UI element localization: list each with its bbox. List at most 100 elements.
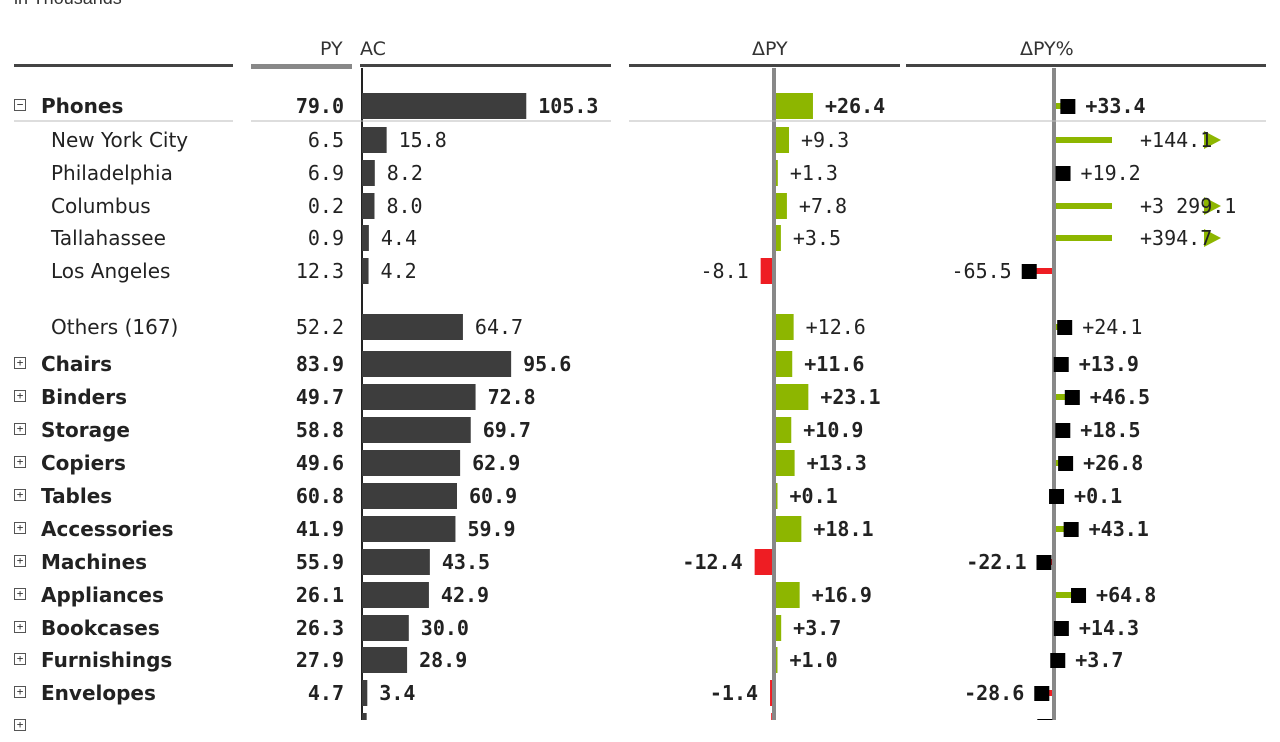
py-value: 58.8 <box>296 418 344 442</box>
py-value: 4.7 <box>308 681 344 705</box>
table-row: + <box>0 710 1280 742</box>
delta-py-percent-value: +0.1 <box>1074 484 1122 508</box>
row-label: Others (167) <box>51 315 178 339</box>
delta-py-percent-value: +64.8 <box>1096 583 1156 607</box>
delta-py-percent-value: -22.1 <box>966 550 1026 574</box>
row-label: Tallahassee <box>51 226 166 250</box>
py-value: 0.2 <box>308 194 344 218</box>
ac-value: 59.9 <box>467 517 515 541</box>
ac-value: 64.7 <box>475 315 523 339</box>
delta-py-value: +11.6 <box>804 352 864 376</box>
table-row: + Machines 55.9 43.5 -12.4 -22.1 <box>0 546 1280 578</box>
expand-icon[interactable]: + <box>14 423 26 435</box>
delta-py-value: +23.1 <box>820 385 880 409</box>
delta-py-value: -8.1 <box>701 259 749 283</box>
ac-value: 43.5 <box>442 550 490 574</box>
expand-icon[interactable]: + <box>14 456 26 468</box>
ac-value: 42.9 <box>441 583 489 607</box>
row-label: Appliances <box>41 583 164 607</box>
ac-value: 30.0 <box>421 616 469 640</box>
delta-py-value: +10.9 <box>803 418 863 442</box>
expand-icon[interactable]: + <box>14 357 26 369</box>
expand-icon[interactable]: + <box>14 686 26 698</box>
ac-value: 15.8 <box>399 128 447 152</box>
delta-py-value: +1.3 <box>790 161 838 185</box>
ac-value: 62.9 <box>472 451 520 475</box>
row-label: Chairs <box>41 352 112 376</box>
delta-py-value: +16.9 <box>812 583 872 607</box>
expand-icon[interactable]: + <box>14 719 26 731</box>
ac-value: 105.3 <box>538 94 598 118</box>
row-label: Machines <box>41 550 147 574</box>
expand-icon[interactable]: + <box>14 621 26 633</box>
delta-py-percent-value: +33.4 <box>1085 94 1145 118</box>
delta-py-value: +13.3 <box>807 451 867 475</box>
expand-icon[interactable]: + <box>14 390 26 402</box>
py-value: 49.6 <box>296 451 344 475</box>
row-label: Philadelphia <box>51 161 173 185</box>
ac-value: 4.4 <box>381 226 417 250</box>
row-label: Columbus <box>51 194 151 218</box>
delta-py-value: -12.4 <box>682 550 742 574</box>
delta-py-value: +26.4 <box>825 94 885 118</box>
row-label: Binders <box>41 385 127 409</box>
py-value: 26.3 <box>296 616 344 640</box>
delta-py-value: +3.7 <box>793 616 841 640</box>
row-label: Accessories <box>41 517 174 541</box>
expand-icon[interactable]: + <box>14 489 26 501</box>
row-label: Envelopes <box>41 681 156 705</box>
row-label: Tables <box>41 484 112 508</box>
row-label: Bookcases <box>41 616 160 640</box>
expand-icon[interactable]: + <box>14 522 26 534</box>
row-label: Storage <box>41 418 130 442</box>
expand-icon[interactable]: + <box>14 555 26 567</box>
delta-py-percent-value: +13.9 <box>1079 352 1139 376</box>
py-value: 0.9 <box>308 226 344 250</box>
ac-value: 8.0 <box>386 194 422 218</box>
delta-py-percent-value: +394.7 <box>1140 226 1212 250</box>
delta-py-percent-value: +144.1 <box>1140 128 1212 152</box>
ac-value: 95.6 <box>523 352 571 376</box>
collapse-icon[interactable]: − <box>14 99 26 111</box>
expand-icon[interactable]: + <box>14 588 26 600</box>
py-value: 27.9 <box>296 648 344 672</box>
ac-value: 4.2 <box>381 259 417 283</box>
expand-icon[interactable]: + <box>14 653 26 665</box>
delta-py-value: +1.0 <box>790 648 838 672</box>
py-value: 12.3 <box>296 259 344 283</box>
py-value: 60.8 <box>296 484 344 508</box>
py-value: 6.9 <box>308 161 344 185</box>
delta-py-percent-value: +24.1 <box>1082 315 1142 339</box>
delta-py-percent-value: +3.7 <box>1075 648 1123 672</box>
ac-value: 72.8 <box>488 385 536 409</box>
delta-py-percent-value: +14.3 <box>1079 616 1139 640</box>
delta-py-percent-value: +26.8 <box>1083 451 1143 475</box>
py-value: 55.9 <box>296 550 344 574</box>
delta-py-percent-value: -28.6 <box>964 681 1024 705</box>
delta-py-value: +9.3 <box>801 128 849 152</box>
py-value: 52.2 <box>296 315 344 339</box>
py-value: 79.0 <box>296 94 344 118</box>
py-value: 49.7 <box>296 385 344 409</box>
py-value: 6.5 <box>308 128 344 152</box>
row-label: Furnishings <box>41 648 172 672</box>
delta-py-percent-value: +43.1 <box>1089 517 1149 541</box>
delta-py-value: +18.1 <box>813 517 873 541</box>
ac-value: 69.7 <box>483 418 531 442</box>
